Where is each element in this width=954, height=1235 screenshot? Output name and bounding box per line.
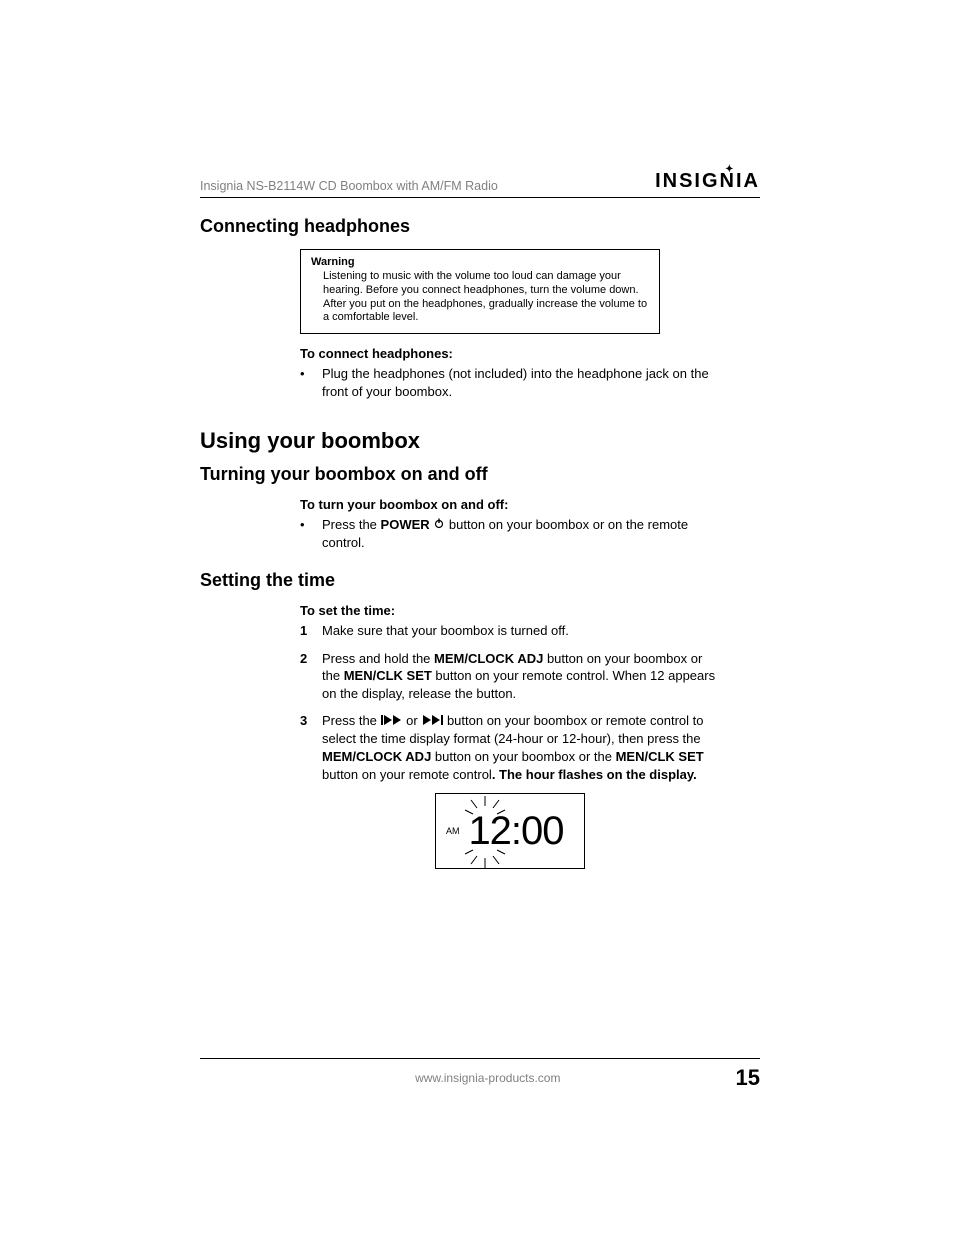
bullet-text: Press the POWER button on your boombox o… [322,516,720,552]
step-item: 1 Make sure that your boombox is turned … [300,622,720,640]
footer-rule [200,1058,760,1059]
page-header: Insignia NS-B2114W CD Boombox with AM/FM… [200,170,760,198]
step-text: Press the or button on your boombox or r… [322,712,720,783]
procedure-heading: To connect headphones: [300,346,720,361]
product-name: Insignia NS-B2114W CD Boombox with AM/FM… [200,179,498,193]
bullet-marker: • [300,516,322,552]
step-text: Press and hold the MEM/CLOCK ADJ button … [322,650,720,703]
bullet-item: • Plug the headphones (not included) int… [300,365,720,400]
warning-text: Listening to music with the volume too l… [311,270,649,325]
page-content: Insignia NS-B2114W CD Boombox with AM/FM… [200,170,760,869]
section-heading-connecting: Connecting headphones [200,216,760,237]
footer-row: www.insignia-products.com 15 [200,1065,760,1091]
clock-display: AM 12:00 [435,793,585,869]
page-number: 15 [736,1065,760,1091]
section-heading-turning: Turning your boombox on and off [200,464,760,485]
clock-time: 12:00 [468,809,563,854]
section-heading-setting: Setting the time [200,570,760,591]
text-bold: MEM/CLOCK ADJ [434,651,543,666]
warning-label: Warning [311,256,649,268]
brand-logo: ✦ INSIGNIA [655,170,760,193]
bullet-marker: • [300,365,322,400]
skip-forward-icon [421,712,443,730]
text-bold: MEN/CLK SET [344,668,432,683]
text-bold: MEN/CLK SET [616,749,704,764]
brand-accent-icon: ✦ [725,164,735,175]
connecting-content: Warning Listening to music with the volu… [300,249,720,400]
step-item: 3 Press the or button on your boombox or… [300,712,720,783]
turning-content: To turn your boombox on and off: • Press… [300,497,720,552]
step-item: 2 Press and hold the MEM/CLOCK ADJ butto… [300,650,720,703]
step-number: 2 [300,650,322,703]
text-bold: MEM/CLOCK ADJ [322,749,431,764]
footer-url: www.insignia-products.com [415,1071,560,1085]
section-heading-using: Using your boombox [200,428,760,454]
warning-box: Warning Listening to music with the volu… [300,249,660,334]
step-text: Make sure that your boombox is turned of… [322,622,720,640]
text-bold: . The hour flashes on the display. [492,767,697,782]
page-footer: www.insignia-products.com 15 [200,1058,760,1091]
bullet-text: Plug the headphones (not included) into … [322,365,720,400]
clock-am-label: AM [446,826,460,836]
text-fragment: Press the [322,517,381,532]
text-fragment: Press the [322,713,381,728]
procedure-heading: To turn your boombox on and off: [300,497,720,512]
brand-text: INSIGNIA [655,170,760,192]
setting-content: To set the time: 1 Make sure that your b… [300,603,720,869]
text-fragment: Press and hold the [322,651,434,666]
power-icon [433,516,445,534]
bullet-item: • Press the POWER button on your boombox… [300,516,720,552]
procedure-heading: To set the time: [300,603,720,618]
skip-back-icon [381,712,403,730]
step-number: 3 [300,712,322,783]
text-fragment: or [403,713,422,728]
text-fragment: button on your remote control [322,767,492,782]
step-number: 1 [300,622,322,640]
text-bold: POWER [381,517,430,532]
text-fragment: button on your boombox or the [431,749,615,764]
